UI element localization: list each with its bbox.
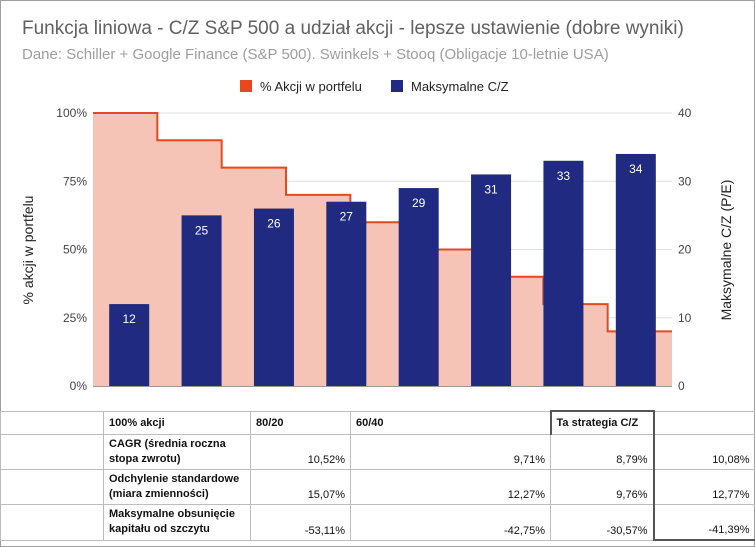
table-row: CAGR (średnia roczna stopa zwrotu) 10,52…: [0, 434, 755, 470]
stepped-area-fill: [93, 113, 672, 386]
data-label: 31: [484, 182, 498, 196]
results-table: 100% akcji 80/20 60/40 Ta strategia C/Z …: [0, 410, 755, 541]
legend-label-cz: Maksymalne C/Z: [411, 79, 509, 94]
cell-value: 12,27%: [350, 469, 551, 505]
y-right-tick-label: 20: [678, 243, 692, 257]
cell-value-strategy: 10,08%: [652, 434, 755, 470]
bar: [471, 174, 512, 386]
y-left-tick-label: 75%: [63, 174, 87, 188]
y-left-axis-title: % akcji w portfelu: [20, 196, 36, 305]
bar: [615, 153, 656, 386]
cell-value: 9,76%: [550, 469, 654, 505]
cell-value-strategy: -41,39%: [652, 504, 755, 541]
cell-value: 10,52%: [250, 434, 351, 470]
y-right-tick-label: 10: [678, 311, 692, 325]
bar: [253, 208, 294, 386]
table-header-8020: 80/20: [250, 410, 351, 435]
table-row: Odchylenie standardowe (miara zmienności…: [0, 469, 755, 505]
table-header-6040: 60/40: [350, 410, 551, 435]
row-label-cagr: CAGR (średnia roczna stopa zwrotu): [103, 434, 251, 470]
cell-value-strategy: 12,77%: [652, 469, 755, 505]
cell-value: 15,07%: [250, 469, 351, 505]
chart-title: Funkcja liniowa - C/Z S&P 500 a udział a…: [22, 18, 684, 39]
table-header-empty: [0, 410, 104, 435]
bar: [543, 160, 584, 386]
cell-value: -42,75%: [350, 504, 551, 541]
table-row-spacer: [0, 469, 104, 505]
data-label: 33: [557, 169, 571, 183]
data-label: 29: [412, 196, 426, 210]
table-header-strategy: Ta strategia C/Z: [549, 410, 655, 435]
legend-label-akcje: % Akcji w portfelu: [260, 79, 362, 94]
table-row: Maksymalne obsunięcie kapitału od szczyt…: [0, 504, 755, 541]
data-label: 25: [195, 223, 209, 237]
cell-value: 9,71%: [350, 434, 551, 470]
y-right-tick-label: 0: [678, 379, 685, 393]
legend-swatch-akcje: [240, 80, 252, 92]
data-label: 34: [629, 162, 643, 176]
data-label: 26: [267, 217, 281, 231]
combo-chart: 12 25 26 27 29 31 33 34 0% 25% 50% 75% 100% 0 10 20 30 40…: [20, 79, 734, 393]
cell-value: -30,57%: [550, 504, 654, 541]
bar: [181, 215, 222, 386]
y-left-tick-label: 25%: [63, 311, 87, 325]
bar: [326, 201, 367, 386]
table-row-spacer: [0, 434, 104, 470]
row-label-stddev: Odchylenie standardowe (miara zmienności…: [103, 469, 251, 505]
legend-swatch-cz: [391, 80, 403, 92]
data-label: 12: [123, 312, 137, 326]
y-right-tick-label: 40: [678, 106, 692, 120]
cell-value: -53,11%: [250, 504, 351, 541]
y-left-tick-label: 100%: [56, 106, 87, 120]
table-header-extra: [653, 410, 755, 435]
y-right-tick-label: 30: [678, 174, 692, 188]
table-row-spacer: [0, 504, 104, 541]
bar: [109, 304, 150, 386]
y-left-tick-label: 0%: [70, 379, 88, 393]
table-header-row: 100% akcji 80/20 60/40 Ta strategia C/Z: [0, 410, 755, 435]
chart-subtitle: Dane: Schiller + Google Finance (S&P 500…: [22, 46, 609, 63]
y-right-axis-title: Maksymalne C/Z (P/E): [718, 180, 734, 321]
table-header-100: 100% akcji: [103, 410, 251, 435]
y-left-tick-label: 50%: [63, 243, 87, 257]
bar: [398, 188, 439, 386]
row-label-drawdown: Maksymalne obsunięcie kapitału od szczyt…: [103, 504, 251, 541]
data-label: 27: [340, 210, 354, 224]
cell-value: 8,79%: [550, 434, 654, 470]
